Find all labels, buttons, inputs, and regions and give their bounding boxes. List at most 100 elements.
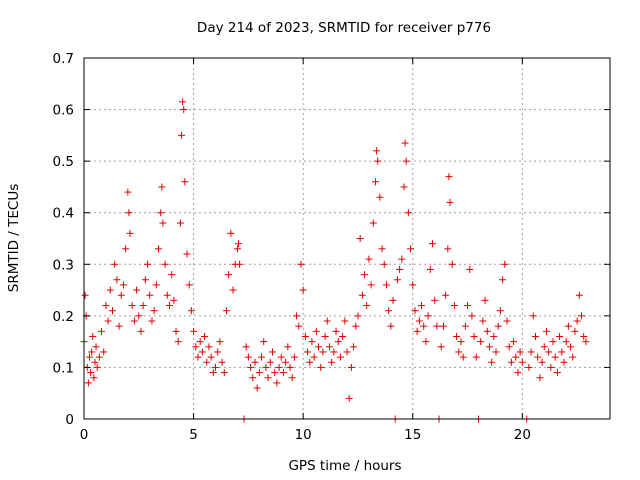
- y-tick-label: 0: [65, 412, 74, 428]
- data-point: [196, 338, 204, 346]
- data-point: [117, 291, 125, 299]
- data-point: [328, 358, 336, 366]
- data-point: [540, 343, 548, 351]
- data-point: [168, 271, 176, 279]
- data-point: [431, 296, 439, 304]
- data-point: [393, 276, 401, 284]
- data-point: [185, 281, 193, 289]
- data-point: [158, 183, 166, 191]
- data-point: [374, 157, 382, 165]
- data-point: [560, 358, 568, 366]
- data-point: [578, 312, 586, 320]
- data-point: [247, 363, 255, 371]
- data-point: [558, 348, 566, 356]
- data-point: [401, 139, 409, 147]
- data-point: [437, 343, 445, 351]
- data-point: [402, 157, 410, 165]
- data-point: [369, 219, 377, 227]
- data-point: [516, 348, 524, 356]
- data-point: [569, 353, 577, 361]
- data-point: [549, 338, 557, 346]
- data-point: [382, 281, 390, 289]
- data-point: [446, 198, 454, 206]
- data-point: [354, 312, 362, 320]
- data-point: [553, 369, 561, 377]
- data-point: [411, 307, 419, 315]
- data-point: [547, 363, 555, 371]
- data-point: [297, 260, 305, 268]
- data-points: [80, 98, 590, 423]
- data-point: [174, 338, 182, 346]
- data-point: [222, 307, 230, 315]
- data-point: [420, 322, 428, 330]
- data-point: [336, 353, 344, 361]
- data-point: [371, 178, 379, 186]
- data-point: [227, 229, 235, 237]
- data-point: [367, 281, 375, 289]
- data-point: [380, 260, 388, 268]
- data-point: [496, 307, 504, 315]
- data-point: [113, 276, 121, 284]
- data-point: [345, 394, 353, 402]
- data-point: [293, 312, 301, 320]
- data-point: [567, 343, 575, 351]
- y-tick-labels: 0 0.1 0.2 0.3 0.4 0.5 0.6 0.7: [53, 51, 74, 428]
- data-point: [85, 353, 93, 361]
- data-point: [92, 343, 100, 351]
- data-point: [404, 209, 412, 217]
- data-point: [464, 302, 472, 310]
- data-point: [180, 106, 188, 114]
- data-point: [100, 348, 108, 356]
- data-point: [389, 296, 397, 304]
- data-point: [225, 271, 233, 279]
- x-tick-label: 10: [295, 427, 312, 443]
- data-point: [87, 369, 95, 377]
- y-tick-label: 0.1: [53, 360, 74, 376]
- data-point: [352, 322, 360, 330]
- data-point: [450, 302, 458, 310]
- data-point: [363, 302, 371, 310]
- data-point: [271, 369, 279, 377]
- data-point: [106, 286, 114, 294]
- data-point: [108, 307, 116, 315]
- data-point: [275, 363, 283, 371]
- data-point: [428, 240, 436, 248]
- data-point: [317, 363, 325, 371]
- data-point: [551, 353, 559, 361]
- data-point: [503, 317, 511, 325]
- data-point: [323, 317, 331, 325]
- data-point: [98, 327, 106, 335]
- data-point: [518, 358, 526, 366]
- data-point: [104, 317, 112, 325]
- data-point: [290, 353, 298, 361]
- data-point: [84, 379, 92, 387]
- data-point: [564, 322, 572, 330]
- data-point: [315, 343, 323, 351]
- data-point: [236, 260, 244, 268]
- data-point: [536, 374, 544, 382]
- data-point: [299, 286, 307, 294]
- data-point: [178, 131, 186, 139]
- x-axis-label: GPS time / hours: [288, 458, 401, 474]
- data-point: [216, 338, 224, 346]
- data-point: [152, 281, 160, 289]
- data-point: [400, 183, 408, 191]
- data-point: [268, 348, 276, 356]
- data-point: [378, 245, 386, 253]
- data-point: [165, 302, 173, 310]
- data-point: [461, 322, 469, 330]
- data-point: [181, 178, 189, 186]
- data-point: [262, 363, 270, 371]
- data-point: [445, 173, 453, 181]
- data-point: [339, 332, 347, 340]
- data-point: [481, 296, 489, 304]
- data-point: [499, 276, 507, 284]
- data-point: [312, 327, 320, 335]
- data-point: [310, 353, 318, 361]
- x-tick-label: 0: [80, 427, 89, 443]
- data-point: [187, 307, 195, 315]
- y-tick-label: 0.7: [53, 51, 74, 67]
- data-point: [319, 348, 327, 356]
- data-point: [172, 327, 180, 335]
- data-point: [255, 369, 263, 377]
